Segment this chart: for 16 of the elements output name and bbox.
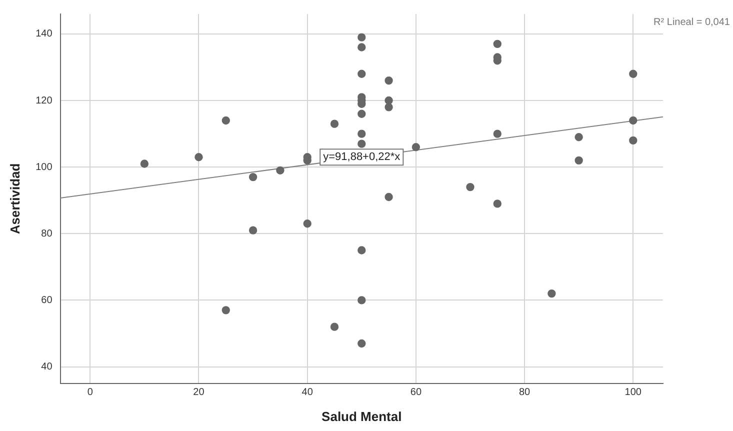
- y-tick-label: 40: [41, 362, 53, 373]
- y-tick-label: 140: [36, 28, 53, 40]
- x-tick-label: 40: [302, 387, 314, 398]
- x-tick-label: 0: [87, 387, 94, 398]
- x-tick-label: 60: [410, 387, 422, 398]
- y-tick-label: 80: [41, 228, 53, 240]
- x-tick-label: 80: [518, 387, 531, 398]
- annotation: R² Lineal = 0,041: [654, 16, 730, 28]
- y-tick-label: 100: [36, 162, 53, 173]
- annotation: y=91,88+0,22*x: [323, 151, 401, 164]
- y-tick-label: 60: [41, 294, 53, 306]
- y-axis-title: Asertividad: [7, 163, 22, 234]
- x-axis-title: Salud Mental: [322, 408, 402, 424]
- y-tick-label: 120: [36, 95, 53, 106]
- x-tick-label: 20: [193, 387, 205, 398]
- x-tick-label: 100: [624, 387, 642, 398]
